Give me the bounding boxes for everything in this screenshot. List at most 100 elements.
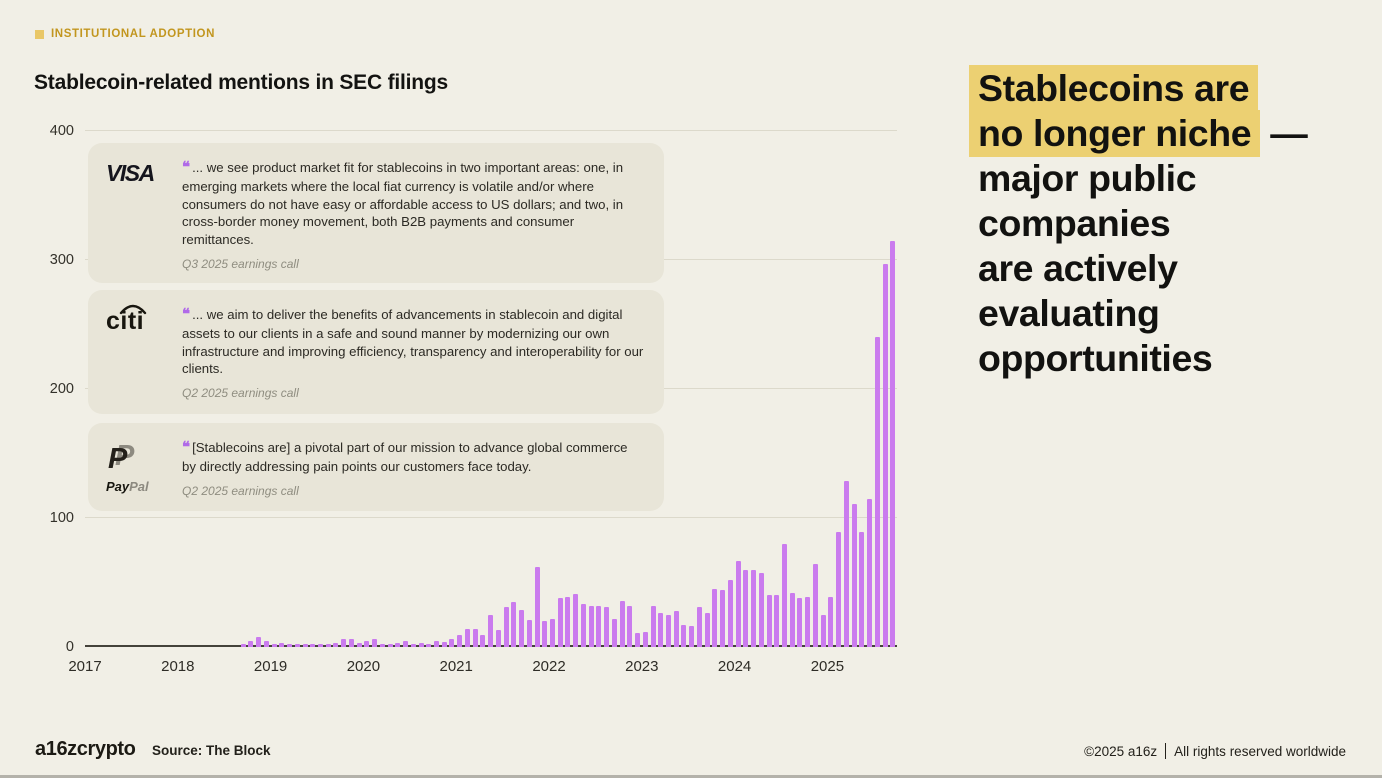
bar	[789, 592, 795, 647]
bar	[727, 579, 733, 647]
bar	[580, 604, 586, 647]
bar	[658, 613, 664, 647]
bar	[271, 644, 277, 647]
bar	[287, 644, 293, 647]
bar	[488, 614, 494, 647]
bar	[348, 639, 354, 647]
bar	[449, 639, 455, 647]
bar	[642, 631, 648, 647]
bar	[696, 607, 702, 647]
quote-mark-icon: ❝	[182, 159, 190, 176]
bar	[588, 605, 594, 647]
bar	[256, 636, 262, 647]
bar	[828, 596, 834, 647]
eyebrow-square-icon	[35, 29, 44, 39]
bar	[426, 644, 432, 647]
gridline-100	[85, 517, 897, 518]
x-tick-label: 2021	[439, 658, 473, 675]
bar	[867, 498, 873, 647]
bar	[472, 628, 478, 647]
headline-line: companies	[978, 202, 1171, 244]
quote-mark-icon: ❝	[182, 306, 190, 323]
bar	[418, 643, 424, 647]
bar	[387, 644, 393, 647]
quote-text: ❝... we aim to deliver the benefits of a…	[182, 306, 644, 377]
y-tick-label: 100	[49, 510, 74, 526]
bar	[263, 640, 269, 647]
bar	[843, 480, 849, 647]
chart-title: Stablecoin-related mentions in SEC filin…	[34, 71, 448, 94]
bar	[294, 644, 300, 647]
bar	[797, 597, 803, 647]
bar	[743, 569, 749, 647]
y-tick-label: 0	[65, 639, 74, 655]
bar-chart	[85, 130, 897, 647]
x-tick-label: 2019	[253, 658, 288, 675]
quote-attribution: Q3 2025 earnings call	[182, 256, 299, 271]
quote-card-visa: VISA ❝... we see product market fit for …	[88, 143, 664, 283]
x-tick-label: 2020	[346, 658, 381, 675]
bar	[318, 644, 323, 647]
bar	[751, 569, 757, 647]
copyright: ©2025 a16z All rights reserved worldwide	[1084, 743, 1346, 759]
eyebrow-label: INSTITUTIONAL ADOPTION	[51, 28, 215, 40]
quote-card-citi: citi ❝... we aim to deliver the benefits…	[88, 290, 664, 414]
bar	[805, 596, 811, 647]
x-tick-label: 2025	[810, 658, 845, 675]
bar	[240, 644, 246, 647]
eyebrow: INSTITUTIONAL ADOPTION	[35, 28, 215, 40]
bar	[310, 644, 316, 647]
a16zcrypto-logo: a16zcrypto	[35, 738, 136, 760]
headline-line: opportunities	[978, 337, 1213, 379]
bar	[611, 618, 617, 647]
bar	[874, 337, 880, 647]
quote-card-paypal: P P PayPal ❝ [Stablecoins are] a pivotal …	[88, 423, 664, 511]
bar	[279, 643, 285, 647]
bar	[766, 595, 772, 647]
quote-text: ❝ [Stablecoins are] a pivotal part of our…	[182, 439, 628, 475]
pipe-divider	[1165, 743, 1167, 759]
y-tick-label: 200	[49, 381, 74, 397]
headline-line: are actively	[978, 247, 1178, 289]
bar	[812, 564, 818, 647]
bar	[325, 644, 331, 647]
quote-mark-icon: ❝	[182, 439, 190, 456]
bar	[341, 639, 347, 647]
bar	[836, 532, 842, 647]
bar	[604, 607, 610, 647]
bar	[356, 643, 362, 647]
bar	[774, 595, 780, 647]
bar	[557, 597, 563, 647]
bar	[248, 640, 254, 647]
paypal-logo: P P PayPal	[106, 440, 149, 494]
bar	[565, 596, 571, 647]
bar	[681, 625, 687, 647]
y-axis-labels: 0 100 200 300 400	[28, 123, 74, 655]
gridline-400	[85, 130, 897, 131]
x-tick-label: 2017	[68, 658, 102, 675]
headline-line: evaluating	[978, 292, 1160, 334]
bar	[712, 588, 718, 647]
bar	[596, 605, 602, 647]
bar	[495, 630, 501, 647]
headline-line: no longer niche —	[969, 110, 1373, 157]
bar	[720, 590, 726, 647]
bar	[364, 640, 370, 647]
source-label: Source: The Block	[152, 743, 271, 758]
citi-arc-icon	[119, 304, 147, 315]
bar	[441, 641, 447, 647]
bar	[480, 635, 486, 647]
bar	[550, 618, 555, 647]
y-tick-label: 400	[49, 123, 74, 139]
quote-text: ❝... we see product market fit for stabl…	[182, 159, 624, 248]
bar	[457, 635, 463, 647]
bar	[673, 610, 679, 647]
x-axis-labels: 2017 2018 2019 2020 2021 2022 2023 2024 2025	[68, 658, 897, 682]
bar	[782, 543, 787, 647]
x-tick-label: 2022	[532, 658, 566, 675]
bar	[511, 601, 517, 647]
bar	[758, 573, 764, 647]
bar	[434, 640, 439, 647]
bar	[333, 643, 339, 647]
